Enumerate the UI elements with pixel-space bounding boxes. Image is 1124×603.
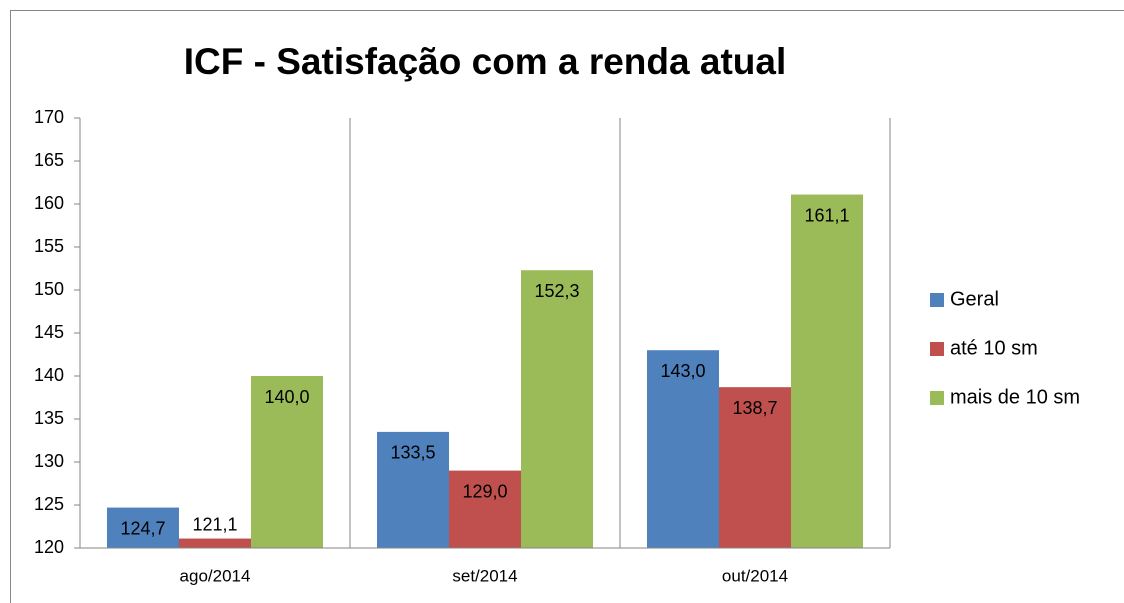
value-label: 124,7 xyxy=(120,518,165,538)
value-label: 140,0 xyxy=(264,387,309,407)
legend-swatch xyxy=(930,293,944,307)
legend-swatch xyxy=(930,342,944,356)
y-tick-label: 155 xyxy=(34,236,64,256)
bar xyxy=(521,270,593,548)
legend-label: Geral xyxy=(950,288,999,310)
y-tick-label: 140 xyxy=(34,365,64,385)
legend-label: mais de 10 sm xyxy=(950,386,1080,408)
y-tick-label: 160 xyxy=(34,193,64,213)
y-tick-label: 145 xyxy=(34,322,64,342)
bar xyxy=(449,470,521,548)
legend-swatch xyxy=(930,391,944,405)
y-tick-label: 165 xyxy=(34,150,64,170)
value-label: 129,0 xyxy=(462,481,507,501)
value-label: 143,0 xyxy=(660,361,705,381)
value-label: 161,1 xyxy=(804,205,849,225)
value-label: 138,7 xyxy=(732,398,777,418)
legend-label: até 10 sm xyxy=(950,337,1038,359)
bar xyxy=(251,376,323,548)
bar xyxy=(647,350,719,548)
value-label: 133,5 xyxy=(390,443,435,463)
x-tick-label: set/2014 xyxy=(452,566,517,585)
bar xyxy=(791,194,863,549)
bar xyxy=(179,538,251,548)
x-tick-label: out/2014 xyxy=(722,566,788,585)
value-label: 121,1 xyxy=(192,514,237,534)
bar xyxy=(107,507,179,548)
y-tick-label: 135 xyxy=(34,408,64,428)
y-tick-label: 125 xyxy=(34,494,64,514)
bar xyxy=(377,431,449,548)
y-tick-label: 120 xyxy=(34,537,64,557)
chart-title: ICF - Satisfação com a renda atual xyxy=(184,41,786,82)
x-tick-label: ago/2014 xyxy=(180,566,251,585)
y-tick-label: 150 xyxy=(34,279,64,299)
value-label: 152,3 xyxy=(534,281,579,301)
bar xyxy=(719,387,791,548)
y-tick-label: 130 xyxy=(34,451,64,471)
y-tick-label: 170 xyxy=(34,107,64,127)
